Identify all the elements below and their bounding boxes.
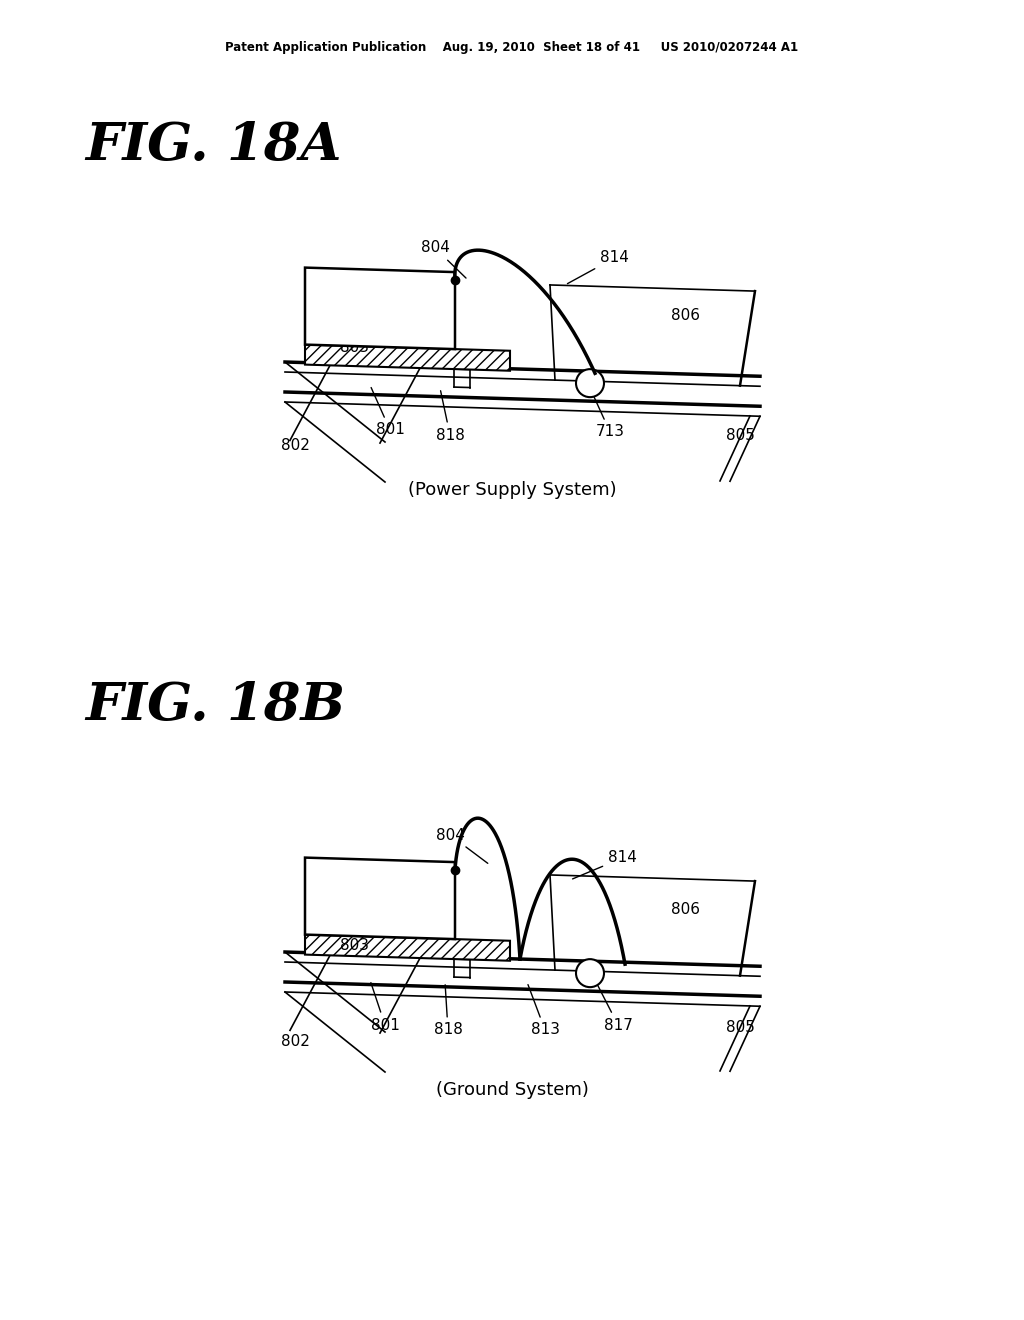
Polygon shape <box>305 858 455 939</box>
Text: 817: 817 <box>596 982 633 1032</box>
Circle shape <box>575 370 604 397</box>
Text: 814: 814 <box>567 251 629 284</box>
Text: 813: 813 <box>528 985 559 1038</box>
Text: 713: 713 <box>591 391 625 440</box>
Text: (Ground System): (Ground System) <box>435 1081 589 1100</box>
Text: 814: 814 <box>572 850 637 879</box>
Text: 802: 802 <box>281 437 309 453</box>
Text: 801: 801 <box>371 982 399 1032</box>
Text: 803: 803 <box>340 341 369 355</box>
Text: 806: 806 <box>671 903 699 917</box>
Text: 805: 805 <box>726 1020 755 1035</box>
Text: FIG. 18A: FIG. 18A <box>85 120 341 172</box>
Text: FIG. 18B: FIG. 18B <box>85 680 345 731</box>
Text: 818: 818 <box>435 391 465 442</box>
Polygon shape <box>305 345 510 371</box>
Polygon shape <box>305 935 510 961</box>
Polygon shape <box>305 268 455 348</box>
Text: Patent Application Publication    Aug. 19, 2010  Sheet 18 of 41     US 2010/0207: Patent Application Publication Aug. 19, … <box>225 41 799 54</box>
Text: 802: 802 <box>281 1035 309 1049</box>
Text: 803: 803 <box>340 937 369 953</box>
Text: 804: 804 <box>421 240 466 279</box>
Text: 806: 806 <box>671 308 699 322</box>
Text: 801: 801 <box>371 388 404 437</box>
Text: 818: 818 <box>433 985 463 1038</box>
Circle shape <box>575 960 604 987</box>
Text: (Power Supply System): (Power Supply System) <box>408 480 616 499</box>
Text: 805: 805 <box>726 428 755 442</box>
Text: 804: 804 <box>435 828 487 863</box>
